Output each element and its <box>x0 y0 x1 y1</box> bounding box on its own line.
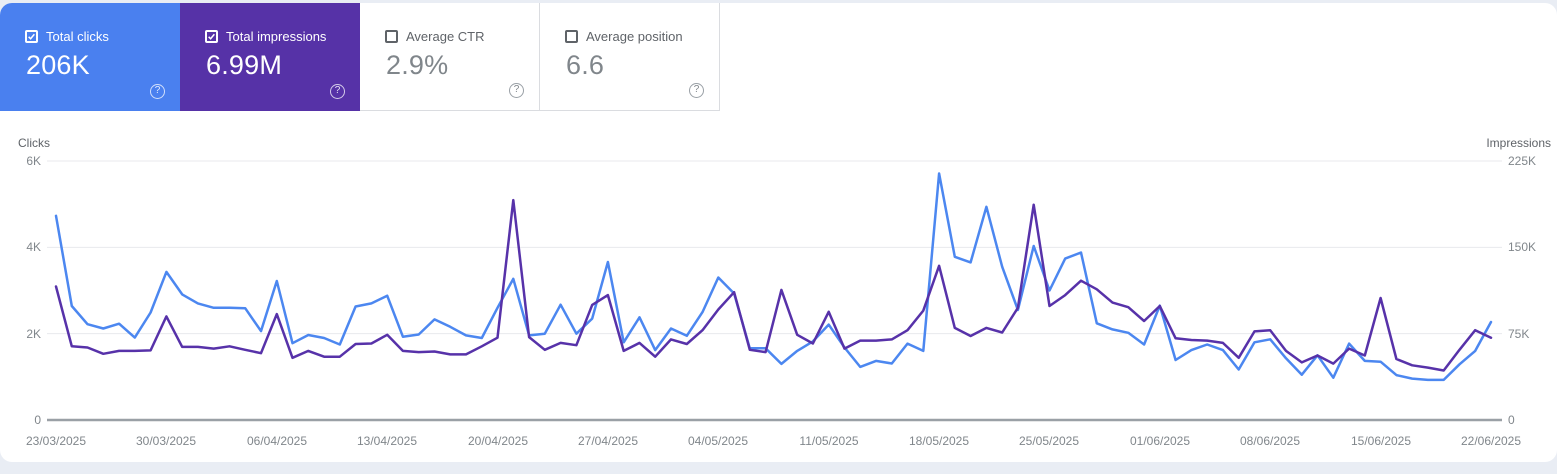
metric-cards: Total clicks 206K ? Total impressions 6.… <box>0 3 720 111</box>
metric-card-average-position[interactable]: Average position 6.6 ? <box>540 3 720 111</box>
card-header: Average position <box>565 29 683 44</box>
metric-card-total-clicks[interactable]: Total clicks 206K ? <box>0 3 180 111</box>
metric-card-total-impressions[interactable]: Total impressions 6.99M ? <box>180 3 360 111</box>
help-icon[interactable]: ? <box>150 84 165 99</box>
metric-card-label: Total impressions <box>226 29 327 44</box>
help-icon[interactable]: ? <box>330 84 345 99</box>
metric-card-value: 6.99M <box>206 50 283 80</box>
help-icon[interactable]: ? <box>689 83 704 98</box>
metric-card-label: Average CTR <box>406 29 485 44</box>
card-header: Total impressions <box>205 29 326 44</box>
average-position-checkbox[interactable] <box>565 30 578 43</box>
average-ctr-checkbox[interactable] <box>385 30 398 43</box>
card-header: Total clicks <box>25 29 109 44</box>
total-impressions-checkbox[interactable] <box>205 30 218 43</box>
metric-card-label: Average position <box>586 29 683 44</box>
card-header: Average CTR <box>385 29 485 44</box>
metric-card-value: 206K <box>26 50 90 80</box>
metric-card-average-ctr[interactable]: Average CTR 2.9% ? <box>360 3 540 111</box>
metric-card-value: 2.9% <box>386 50 449 80</box>
total-clicks-checkbox[interactable] <box>25 30 38 43</box>
checkmark-icon <box>28 33 35 40</box>
help-icon[interactable]: ? <box>509 83 524 98</box>
checkmark-icon <box>208 33 215 40</box>
metric-card-value: 6.6 <box>566 50 605 80</box>
metric-card-label: Total clicks <box>46 29 109 44</box>
